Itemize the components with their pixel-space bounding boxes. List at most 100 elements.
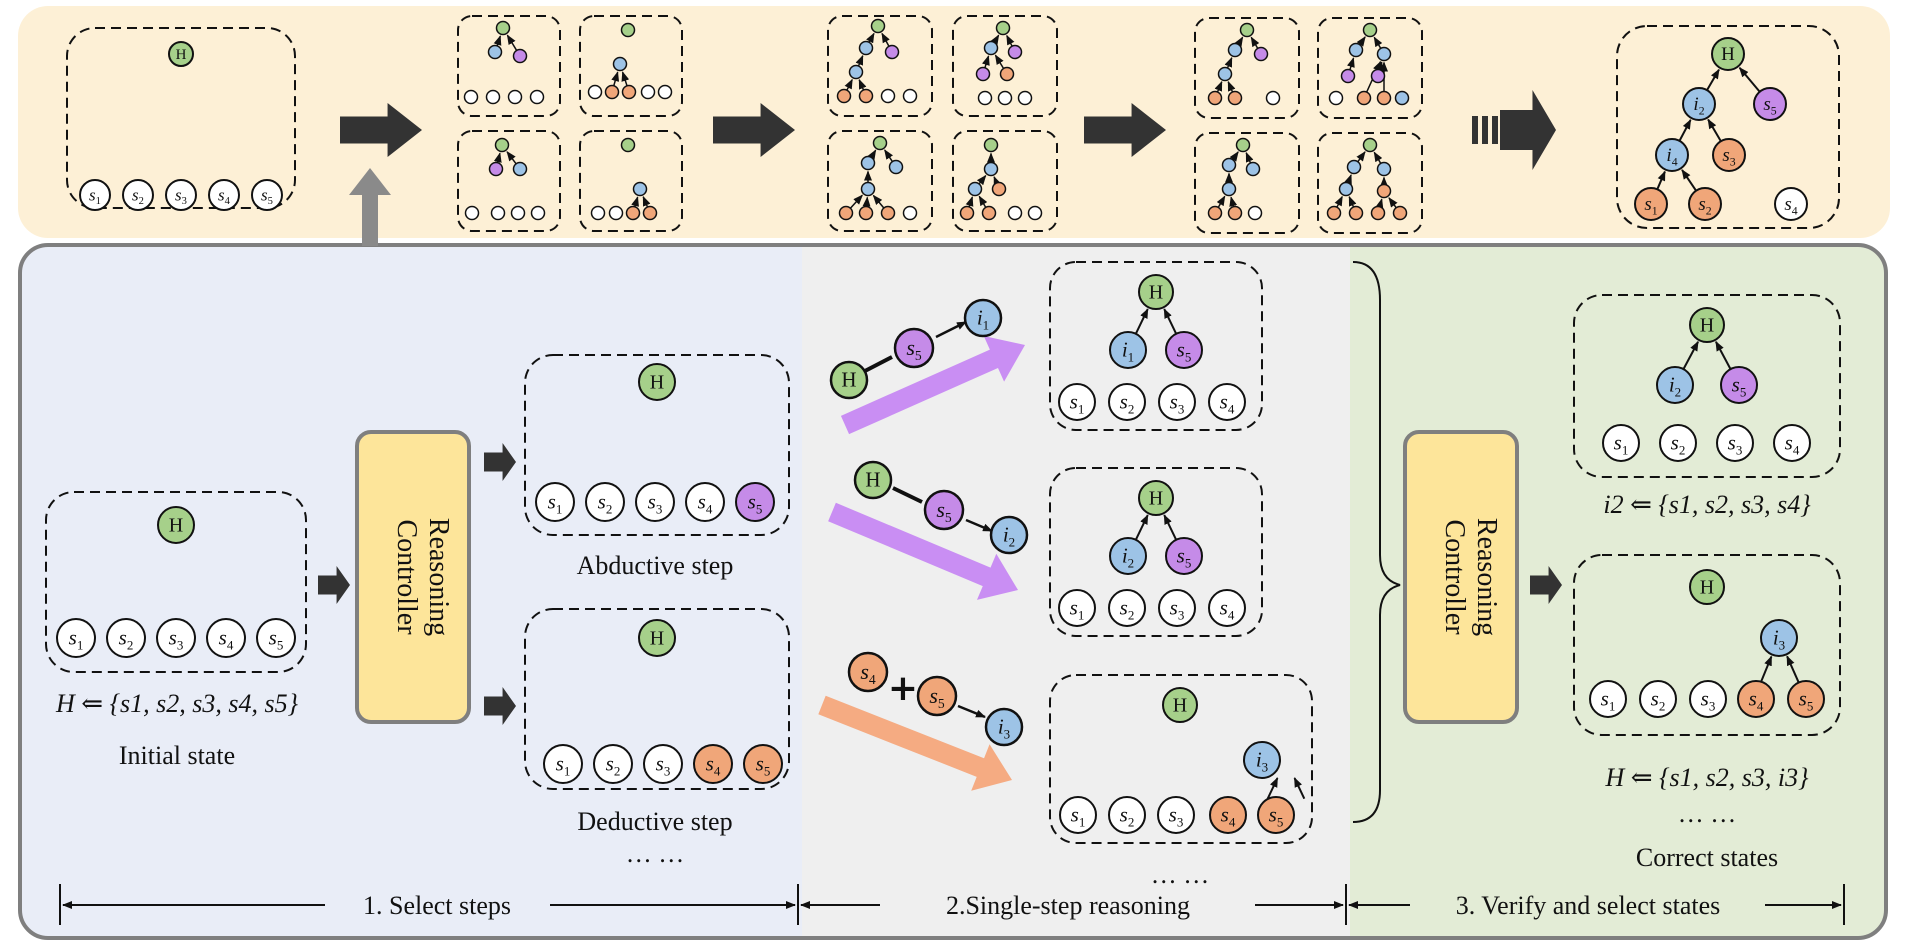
node-s3: s3 — [635, 482, 675, 522]
node-label-s1: s1 — [89, 185, 101, 207]
result-box-3 — [1049, 674, 1313, 844]
node-s1: s1 — [79, 179, 111, 211]
node-s5: s5 — [1165, 331, 1203, 369]
node-s4: s4 — [685, 482, 725, 522]
reasoning-controller-right: Reasoning Controller — [1403, 430, 1519, 724]
node-label-s3: s3 — [175, 185, 187, 207]
node-label-s5: s5 — [929, 683, 945, 711]
result-box-1 — [1049, 261, 1263, 431]
node-label-s5: s5 — [1177, 544, 1192, 571]
node-label-i2: i2 — [1669, 373, 1681, 400]
tree-edge — [1163, 514, 1178, 541]
arrow-to-abductive — [484, 443, 516, 481]
node-label-s1: s1 — [1644, 194, 1657, 217]
node-label-s5: s5 — [1799, 687, 1814, 714]
node-label-s5: s5 — [261, 185, 273, 207]
single-ellipsis: … … — [1151, 860, 1210, 889]
node-i4: i4 — [1655, 138, 1689, 172]
node-s1: s1 — [535, 482, 575, 522]
tree-edge — [1334, 195, 1343, 208]
op-chain-3: + s4 s5 i3 — [847, 651, 1024, 747]
top-arrow-1 — [340, 103, 422, 157]
node-i1: i1 — [1109, 331, 1147, 369]
node-s5: s5 — [735, 482, 775, 522]
node-s4: s4 — [206, 618, 246, 658]
node-i2: i2 — [989, 515, 1029, 555]
purple-arrow-2 — [828, 502, 1018, 600]
node-s3: s3 — [643, 744, 683, 784]
brace — [1352, 261, 1401, 823]
node-label-i3: i3 — [998, 715, 1010, 742]
tree-edge — [1738, 67, 1761, 93]
top-arrow-4-tail — [1482, 116, 1488, 144]
node-label-H: H — [1173, 694, 1187, 716]
node-s5: s5 — [1165, 537, 1203, 575]
node-label-s2: s2 — [132, 185, 144, 207]
mini-state-box-6 — [952, 15, 1058, 117]
phase-ruler: 1. Select steps 2.Single-step reasoning … — [59, 884, 1845, 925]
node-label-s5: s5 — [936, 497, 952, 525]
orange-arrow — [818, 695, 1012, 791]
node-label-s3: s3 — [1728, 431, 1743, 458]
node-s5: s5 — [251, 179, 283, 211]
abductive-caption: Abductive step — [577, 551, 734, 580]
tree-edge — [1388, 197, 1398, 209]
node-label-s2: s2 — [1671, 431, 1686, 458]
node-label-H: H — [841, 368, 856, 392]
tree-edge — [1245, 151, 1254, 164]
node-label-s3: s3 — [1170, 390, 1185, 417]
node-label-s1: s1 — [1601, 687, 1616, 714]
node-s2: s2 — [1108, 589, 1146, 627]
node-H: H — [1689, 569, 1725, 605]
node-s5: s5 — [256, 618, 296, 658]
node-i1: i1 — [963, 298, 1003, 338]
node-H: H — [853, 460, 893, 500]
tree-edge — [1216, 195, 1226, 208]
mini-tree-10 — [1328, 22, 1410, 106]
panel-outline — [18, 243, 1888, 940]
node-label-s5: s5 — [1732, 373, 1747, 400]
mini-tree-3 — [464, 137, 546, 221]
tree-edge — [982, 55, 990, 69]
node-s5: s5 — [923, 489, 965, 531]
tree-edge — [1344, 174, 1352, 185]
tree-edge — [1227, 80, 1236, 93]
node-label-s2: s2 — [1120, 596, 1135, 623]
mini-state-box-4 — [579, 130, 683, 232]
mini-state-box-5 — [827, 15, 933, 117]
tree-edge — [849, 194, 863, 209]
tree-edge — [855, 54, 864, 67]
mini-tree-4 — [590, 137, 658, 221]
node-s2: s2 — [1688, 187, 1722, 221]
node-s5: s5 — [1720, 366, 1758, 404]
tree-edge — [1682, 340, 1699, 370]
node-label-s2: s2 — [119, 626, 134, 653]
node-H: H — [1138, 274, 1174, 310]
node-s1: s1 — [1058, 383, 1096, 421]
node-label-s3: s3 — [1169, 803, 1184, 830]
phase-3-label: 3. Verify and select states — [1456, 891, 1721, 920]
correct-state-box-1 — [1573, 294, 1841, 478]
node-s2: s2 — [1639, 680, 1677, 718]
mini-state-box-9 — [1194, 17, 1300, 119]
node-H: H — [168, 41, 194, 67]
tree-edge — [1224, 56, 1233, 69]
node-label-s2: s2 — [606, 752, 621, 779]
node-label-s2: s2 — [1651, 687, 1666, 714]
tree-edge — [1356, 36, 1366, 47]
tree-edge — [1707, 118, 1722, 142]
controller-left-line2: Controller — [391, 519, 422, 635]
tree-edge — [990, 34, 1000, 46]
mini-tree-5 — [836, 18, 918, 104]
node-s1: s1 — [1634, 187, 1668, 221]
tree-edge — [1356, 151, 1366, 163]
node-label-i4: i4 — [1666, 145, 1677, 168]
tree-edge — [867, 149, 877, 161]
node-s5: s5 — [1257, 796, 1295, 834]
node-s3: s3 — [156, 618, 196, 658]
mini-state-box-8 — [952, 130, 1058, 232]
arrow-to-correct — [1530, 566, 1562, 604]
mini-state-box-12 — [1317, 132, 1423, 234]
node-s5: s5 — [1787, 680, 1825, 718]
node-s2: s2 — [1108, 383, 1146, 421]
